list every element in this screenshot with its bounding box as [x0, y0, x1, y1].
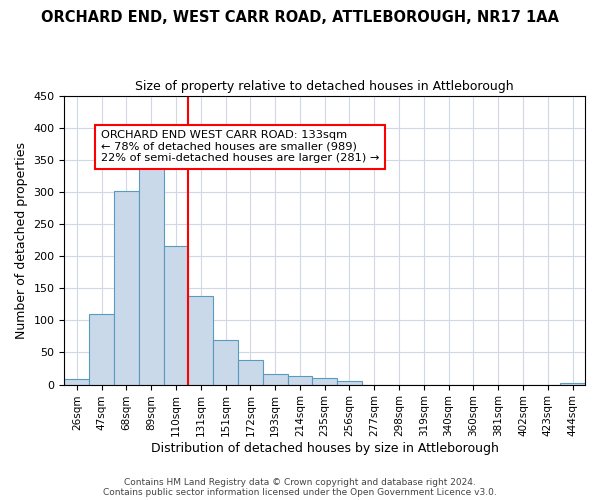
X-axis label: Distribution of detached houses by size in Attleborough: Distribution of detached houses by size … [151, 442, 499, 455]
Bar [313, 378, 337, 384]
Bar [263, 374, 287, 384]
Text: ORCHARD END WEST CARR ROAD: 133sqm
← 78% of detached houses are smaller (989)
22: ORCHARD END WEST CARR ROAD: 133sqm ← 78%… [101, 130, 379, 164]
Bar [287, 376, 313, 384]
Bar [164, 246, 188, 384]
Title: Size of property relative to detached houses in Attleborough: Size of property relative to detached ho… [136, 80, 514, 93]
Bar [238, 360, 263, 384]
Bar [64, 379, 89, 384]
Bar [139, 154, 164, 384]
Bar [114, 190, 139, 384]
Text: Contains HM Land Registry data © Crown copyright and database right 2024.
Contai: Contains HM Land Registry data © Crown c… [103, 478, 497, 497]
Bar [89, 314, 114, 384]
Y-axis label: Number of detached properties: Number of detached properties [15, 142, 28, 338]
Text: ORCHARD END, WEST CARR ROAD, ATTLEBOROUGH, NR17 1AA: ORCHARD END, WEST CARR ROAD, ATTLEBOROUG… [41, 10, 559, 25]
Bar [188, 296, 213, 384]
Bar [337, 380, 362, 384]
Bar [213, 340, 238, 384]
